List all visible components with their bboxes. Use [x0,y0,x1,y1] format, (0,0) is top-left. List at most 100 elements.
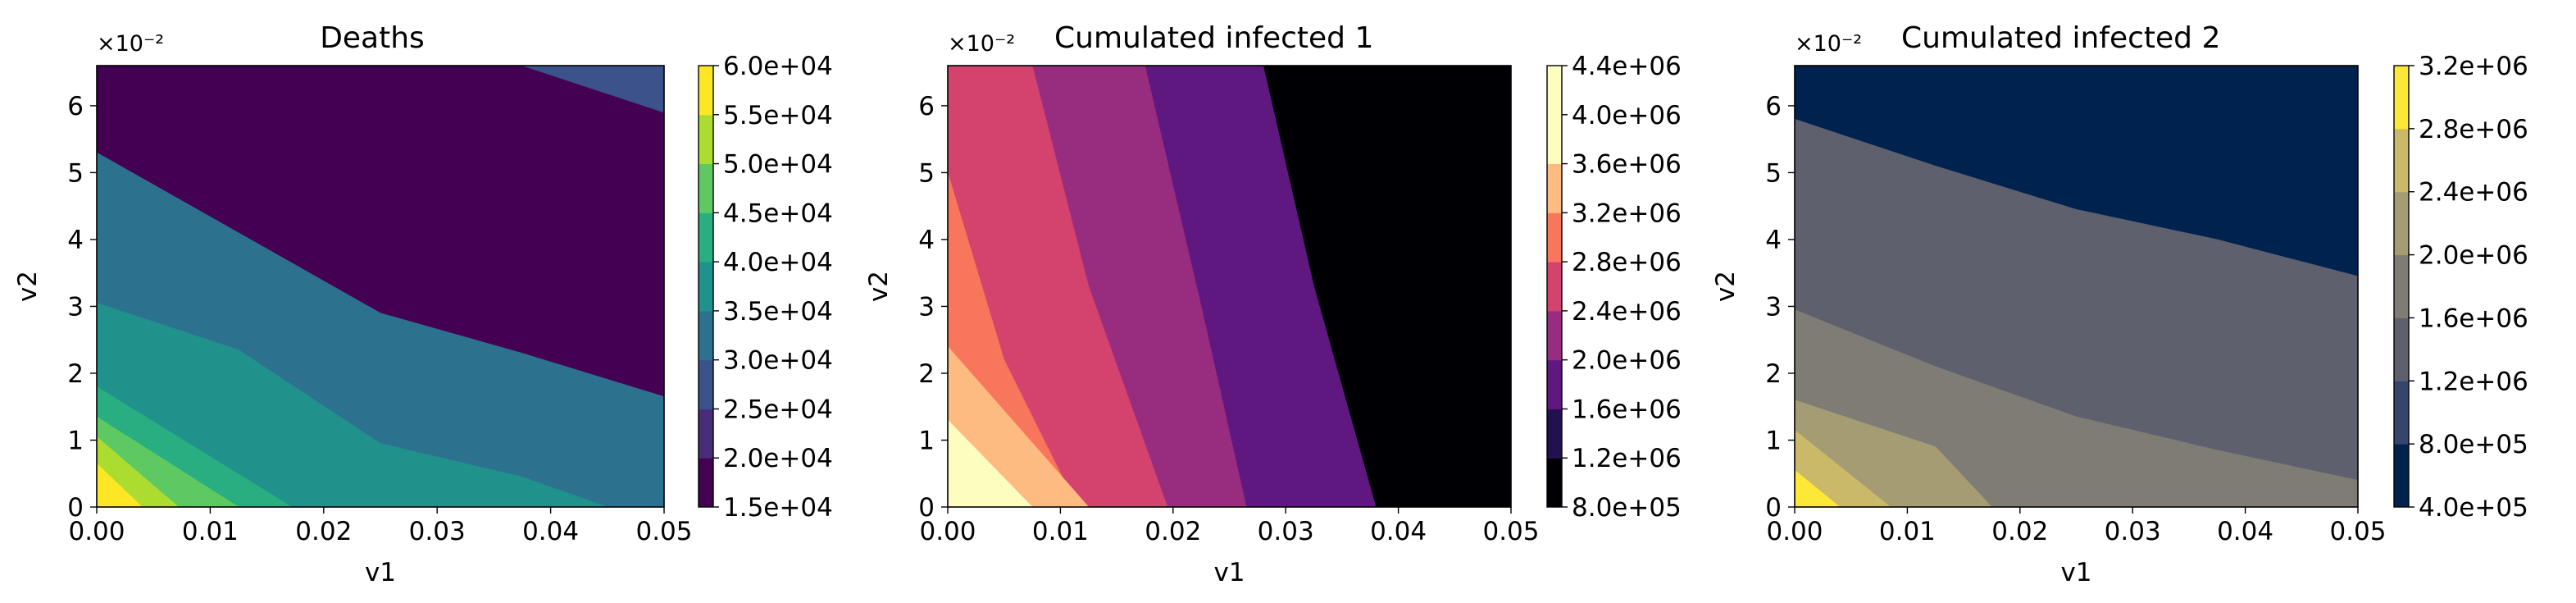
x-tick-label: 0.01 [1032,517,1089,546]
x-axis-label: v1 [2060,558,2091,587]
y-tick-label: 6 [918,92,935,121]
colorbar-segment [1547,262,1562,312]
x-tick-label: 0.00 [1766,517,1823,546]
colorbar-segment [2394,66,2409,130]
y-tick-label: 4 [67,226,84,255]
x-axis-label: v1 [365,558,396,587]
colorbar-tick-label: 3.2e+06 [2419,52,2528,81]
x-tick-label: 0.05 [2329,517,2386,546]
x-tick-label: 0.04 [522,517,579,546]
x-tick-label: 0.04 [1370,517,1427,546]
y-axis-label: v2 [864,271,894,302]
colorbar-tick-label: 1.6e+06 [1572,395,1682,424]
y-tick-label: 0 [67,493,84,523]
y-tick-label: 5 [1765,158,1782,188]
colorbar-tick-label: 2.0e+06 [2419,241,2528,271]
colorbar-tick-label: 3.5e+04 [723,297,833,327]
x-tick-label: 0.01 [1879,517,1936,546]
colorbar-tick-label: 2.4e+06 [1572,297,1682,327]
y-tick-label: 5 [67,158,84,188]
colorbar-segment [1547,163,1562,213]
colorbar-tick-label: 6.0e+04 [723,52,833,81]
colorbar-segment [699,359,713,409]
y-tick-label: 4 [918,226,935,255]
plot-title: Cumulated infected 2 [1901,21,2220,55]
colorbar-segment [699,409,713,459]
colorbar-tick-label: 3.6e+06 [1572,150,1682,180]
colorbar-segment [2394,444,2409,508]
plot-title: Deaths [320,21,425,55]
plot-title: Cumulated infected 1 [1054,21,1373,55]
y-axis-label: v2 [13,271,43,302]
cumulated-infected-1-contour-plot: Cumulated infected 1 ×10⁻² v1 v2 0.00 0.0… [864,21,1682,587]
colorbar-segment [699,212,713,263]
colorbar-tick-label: 8.0e+05 [1572,493,1682,523]
colorbar-segment [1547,310,1562,361]
x-tick-label: 0.05 [635,517,692,546]
x-tick-label: 0.00 [68,517,125,546]
colorbar-frame [2393,65,2410,508]
colorbar-tick-label: 8.0e+05 [2419,430,2528,459]
colorbar-segment [699,114,713,165]
x-tick-label: 0.02 [295,517,352,546]
colorbar-tick-label: 5.5e+04 [723,101,833,130]
colorbar-segment [1547,409,1562,459]
y-tick-label: 1 [1765,426,1782,455]
x-tick-label: 0.03 [1258,517,1314,546]
colorbar-tick-label: 2.0e+04 [723,444,833,473]
y-tick-label: 1 [918,426,935,455]
x-tick-label: 0.01 [182,517,239,546]
colorbar-segment [699,458,713,508]
colorbar-tick-label: 4.4e+06 [1572,52,1682,81]
x-tick-label: 0.00 [919,517,976,546]
y-tick-label: 4 [1765,226,1782,255]
y-tick-label: 2 [1765,359,1782,389]
y-tick-label: 2 [918,359,935,389]
axes-frame [947,65,1512,508]
y-tick-label: 3 [918,292,935,322]
x-tick-label: 0.03 [409,517,466,546]
colorbar-tick-label: 3.0e+04 [723,346,833,376]
y-offset-label: ×10⁻² [1795,31,1862,57]
y-offset-label: ×10⁻² [948,31,1015,57]
colorbar-segment [699,310,713,361]
colorbar-segment [1547,114,1562,165]
colorbar-tick-label: 4.0e+05 [2419,493,2528,523]
colorbar-tick-label: 1.6e+06 [2419,304,2528,333]
y-tick-label: 6 [67,92,84,121]
x-tick-label: 0.05 [1482,517,1539,546]
axes-frame [96,65,665,508]
colorbar-tick-label: 2.8e+06 [2419,115,2528,144]
x-tick-label: 0.02 [1145,517,1201,546]
y-tick-label: 3 [1765,292,1782,322]
colorbar-tick-label: 2.8e+06 [1572,248,1682,277]
colorbar-segment [2394,317,2409,381]
colorbar-segment [699,262,713,312]
colorbar-tick-label: 5.0e+04 [723,150,833,180]
colorbar-tick-label: 2.0e+06 [1572,346,1682,376]
colorbar-tick-label: 1.5e+04 [723,493,833,523]
y-axis-label: v2 [1711,271,1741,302]
cumulated-infected-2-contour-plot: Cumulated infected 2 ×10⁻² v1 v2 0.00 0.0… [1711,21,2528,587]
colorbar-segment [2394,128,2409,193]
axes-frame [1794,65,2359,508]
x-tick-label: 0.02 [1991,517,2048,546]
y-tick-label: 2 [67,359,84,389]
colorbar-segment [2394,381,2409,445]
colorbar-segment [1547,458,1562,508]
colorbar-segment [1547,212,1562,263]
colorbar-segment [2394,254,2409,318]
colorbar-segment [1547,66,1562,116]
y-tick-label: 1 [67,426,84,455]
y-tick-label: 6 [1765,92,1782,121]
colorbar-segment [699,163,713,213]
colorbar-segment [699,66,713,116]
deaths-contour-plot: Deaths ×10⁻² v1 v2 0.00 0.01 0.02 0.03 0.04 0… [13,21,833,587]
y-tick-label: 0 [918,493,935,523]
x-tick-label: 0.03 [2105,517,2161,546]
colorbar-tick-label: 1.2e+06 [2419,367,2528,396]
colorbar-tick-label: 2.4e+06 [2419,178,2528,208]
colorbar-tick-label: 4.0e+04 [723,248,833,277]
y-tick-label: 5 [918,158,935,188]
